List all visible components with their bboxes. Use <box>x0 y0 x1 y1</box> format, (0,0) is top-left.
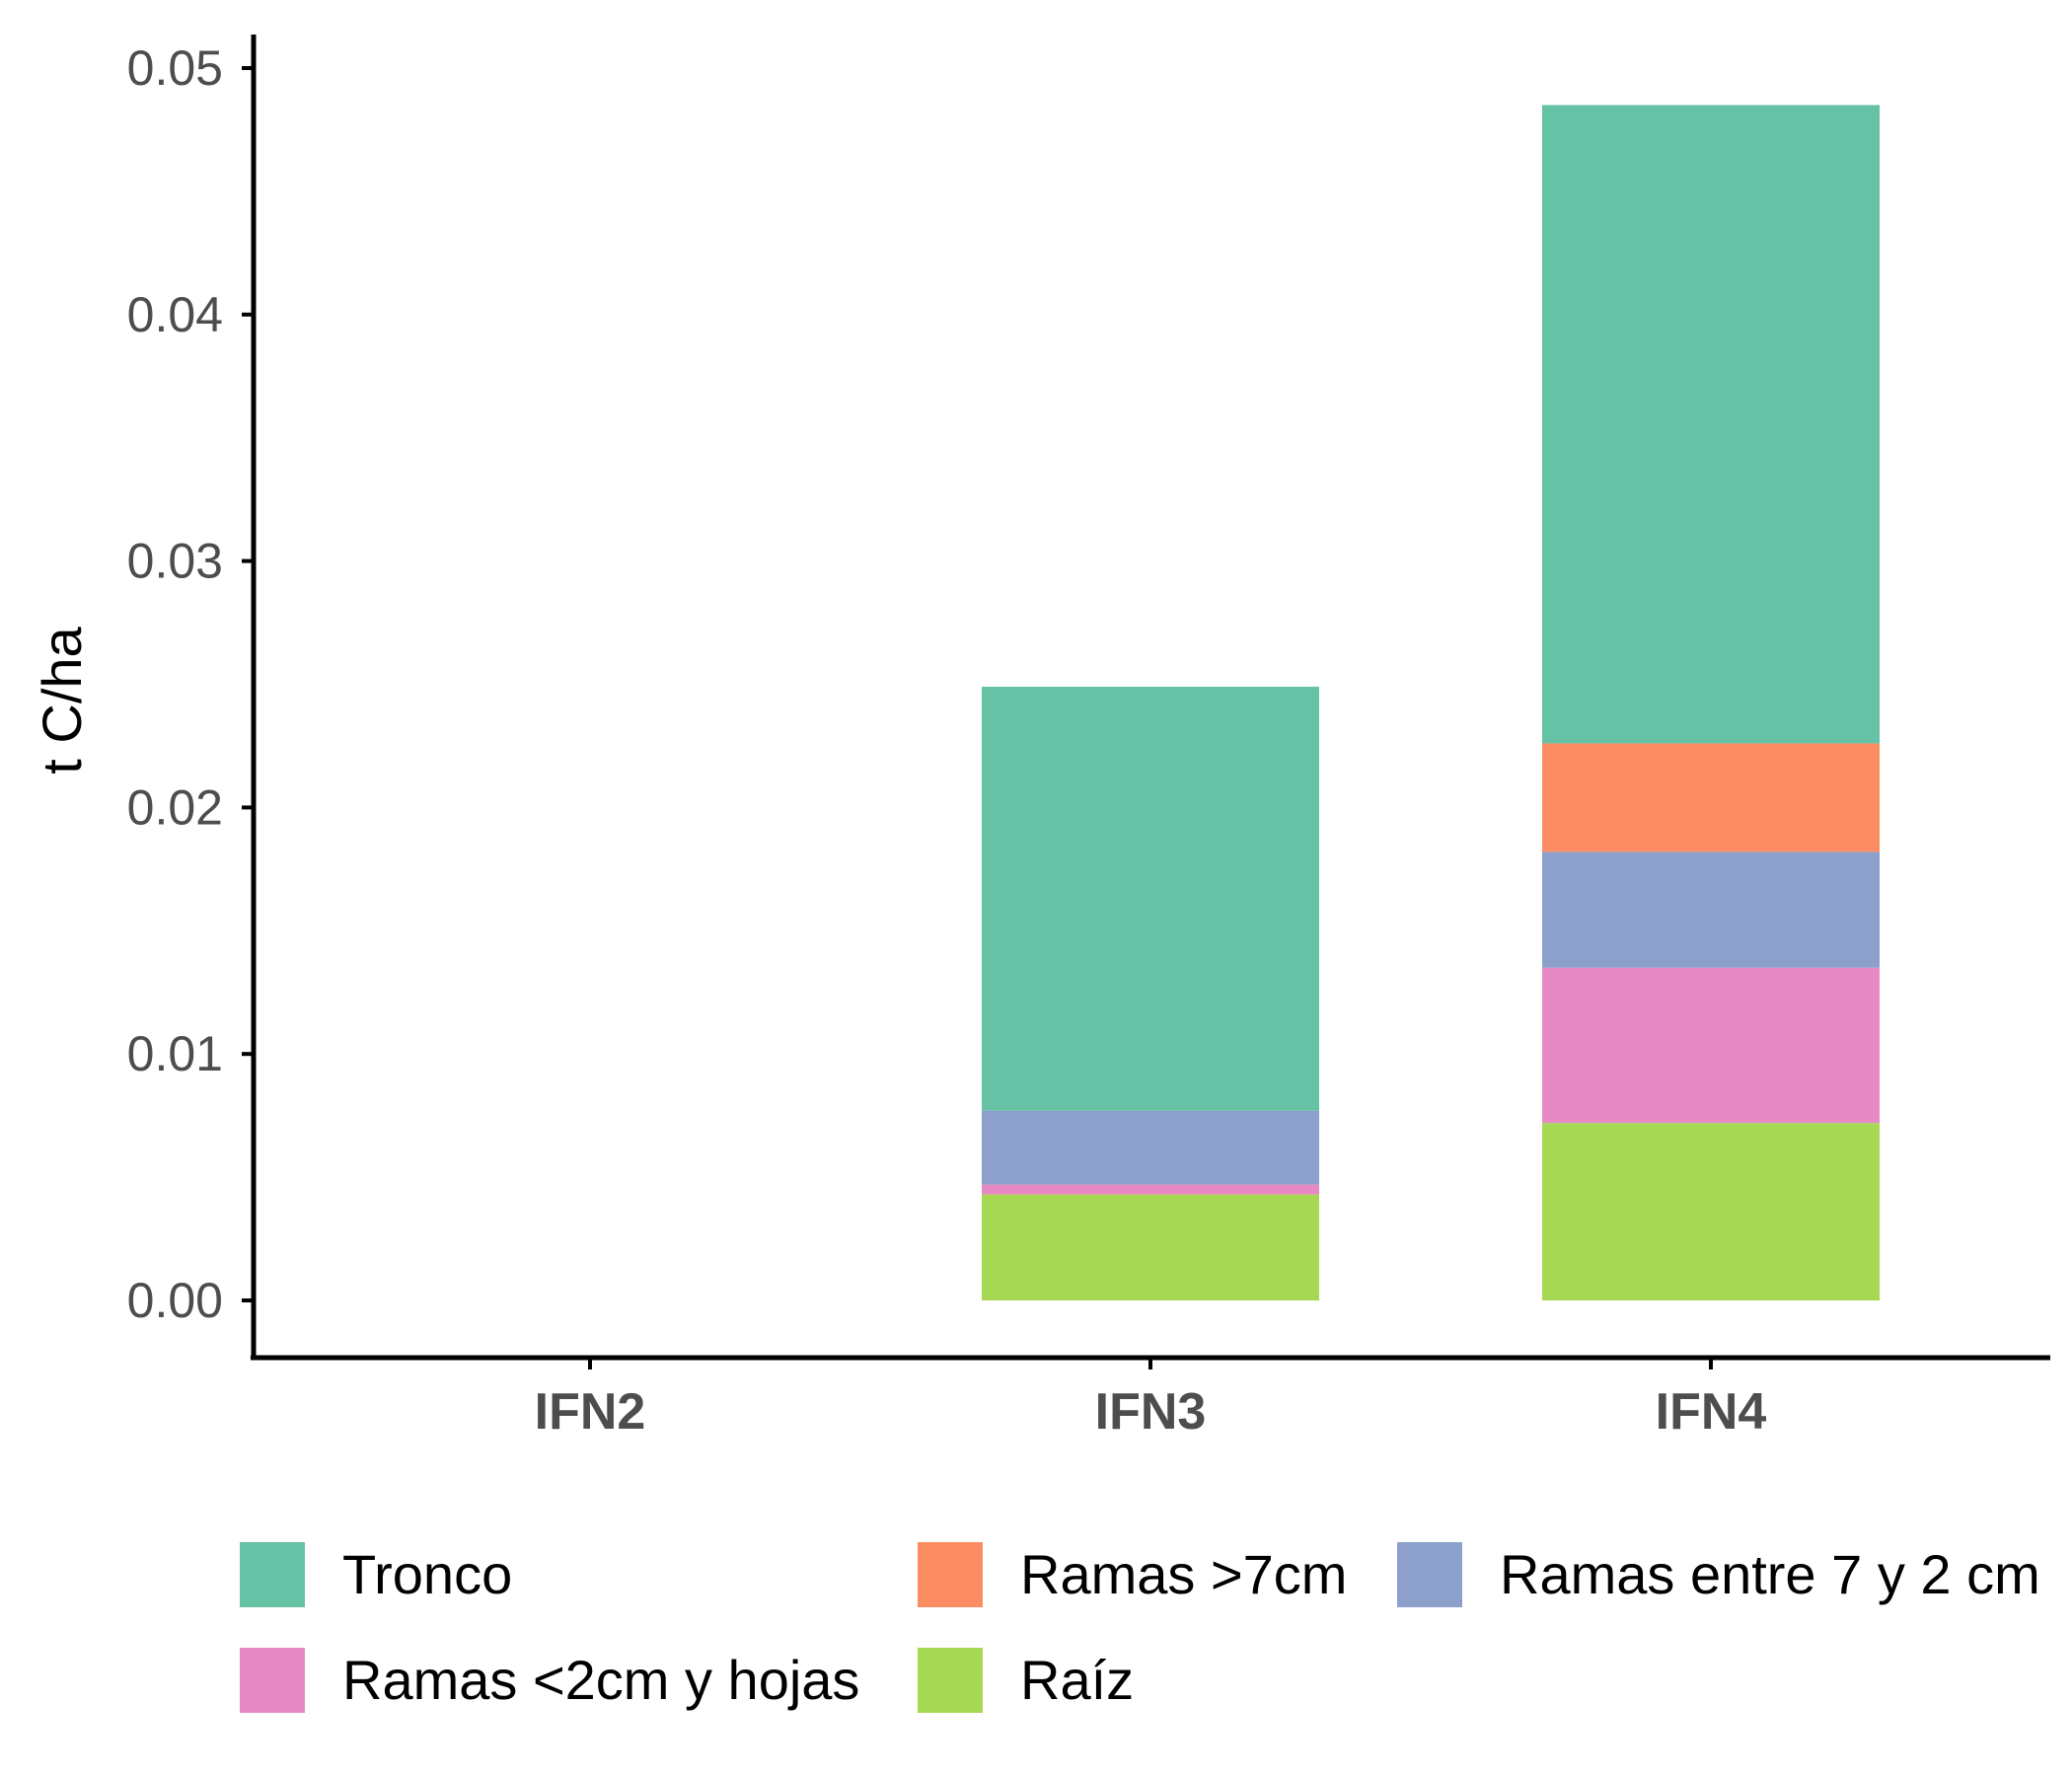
legend-swatch <box>918 1648 983 1713</box>
x-tick-label: IFN3 <box>1095 1383 1207 1441</box>
y-axis-label: t C/ha <box>31 626 93 774</box>
bar-segment-ifn4-1 <box>1542 967 1880 1124</box>
y-tick-labels: 0.00 0.01 0.02 0.03 0.04 0.05 <box>127 40 254 1328</box>
y-tick-label: 0.01 <box>127 1026 223 1081</box>
legend-swatch <box>240 1648 305 1713</box>
bar-segment-ifn4-4 <box>1542 105 1880 744</box>
y-tick-label: 0.04 <box>127 287 223 342</box>
legend-label: Raíz <box>1020 1649 1134 1711</box>
bar-segment-ifn3-1 <box>982 1184 1319 1195</box>
bar-segment-ifn3-0 <box>982 1194 1319 1300</box>
legend-swatch <box>240 1542 305 1607</box>
legend-label: Ramas >7cm <box>1020 1543 1347 1605</box>
bar-segment-ifn4-3 <box>1542 743 1880 852</box>
y-tick-label: 0.00 <box>127 1273 223 1328</box>
bar-segment-ifn3-2 <box>982 1110 1319 1185</box>
y-tick-label: 0.02 <box>127 779 223 835</box>
x-tick-label: IFN2 <box>535 1383 646 1441</box>
legend-label: Ramas <2cm y hojas <box>342 1649 859 1711</box>
bars-layer <box>982 105 1880 1300</box>
legend-swatch <box>918 1542 983 1607</box>
x-tick-label: IFN4 <box>1656 1383 1767 1441</box>
legend: Tronco Ramas >7cm Ramas entre 7 y 2 cm Rama… <box>240 1542 2040 1713</box>
legend-label: Ramas entre 7 y 2 cm <box>1500 1543 2040 1605</box>
y-tick-label: 0.05 <box>127 40 223 96</box>
bar-segment-ifn3-4 <box>982 686 1319 1111</box>
bar-segment-ifn4-2 <box>1542 851 1880 968</box>
y-tick-label: 0.03 <box>127 534 223 589</box>
legend-swatch <box>1397 1542 1462 1607</box>
bar-segment-ifn4-0 <box>1542 1123 1880 1300</box>
legend-label: Tronco <box>342 1543 512 1605</box>
x-tick-labels: IFN2 IFN3 IFN4 <box>535 1358 1767 1441</box>
